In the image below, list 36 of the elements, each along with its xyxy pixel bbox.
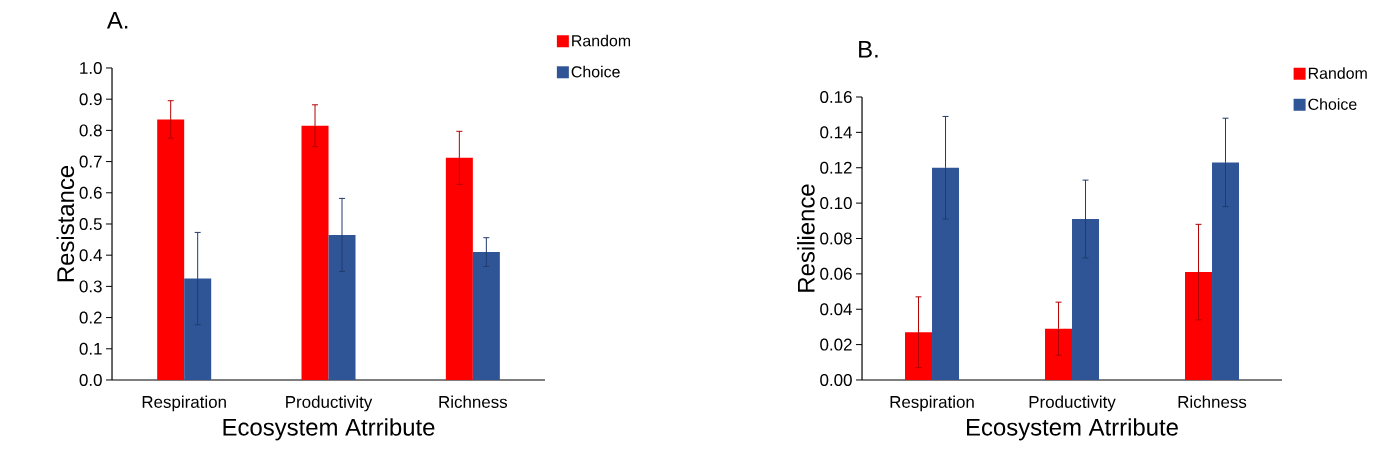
y-tick-label: 1.0 bbox=[80, 61, 102, 74]
legend-label: Choice bbox=[1308, 98, 1357, 110]
y-tick-label: 0.10 bbox=[820, 197, 852, 210]
y-tick-label: 0.00 bbox=[820, 373, 852, 386]
chart-title: B. bbox=[859, 41, 878, 58]
chart-title: A. bbox=[106, 12, 128, 29]
y-tick-label: 0.12 bbox=[820, 161, 852, 174]
y-tick-label: 0.16 bbox=[820, 90, 852, 103]
y-tick-label: 0.6 bbox=[79, 186, 102, 199]
y-tick-label: 0.8 bbox=[79, 124, 102, 137]
y-tick-label: 0.9 bbox=[79, 93, 102, 106]
y-tick-label: 0.02 bbox=[820, 338, 852, 351]
y-tick-label: 0.4 bbox=[79, 249, 102, 262]
y-tick-label: 0.2 bbox=[79, 311, 102, 324]
y-tick-label: 0.06 bbox=[820, 267, 852, 280]
legend-label: Choice bbox=[571, 65, 620, 78]
legend-label: Random bbox=[1308, 67, 1367, 79]
y-tick-label: 0.1 bbox=[79, 342, 102, 355]
x-tick-label: Productivity bbox=[1029, 395, 1116, 412]
x-tick-label: Productivity bbox=[286, 395, 373, 412]
y-axis-title: Resilience bbox=[797, 184, 815, 292]
x-tick-label: Respiration bbox=[890, 395, 974, 412]
y-tick-label: 0.3 bbox=[79, 280, 102, 293]
x-tick-label: Richness bbox=[439, 395, 508, 408]
x-axis-title: Ecosystem Atrribute bbox=[223, 418, 435, 441]
y-tick-label: 0.14 bbox=[820, 126, 852, 139]
y-tick-label: 0.5 bbox=[79, 217, 102, 230]
x-tick-label: Richness bbox=[1178, 395, 1247, 408]
y-tick-label: 0.04 bbox=[820, 303, 852, 316]
x-tick-label: Respiration bbox=[142, 395, 226, 412]
legend-label: Random bbox=[572, 34, 631, 47]
y-axis-title: Resistance bbox=[56, 165, 75, 282]
x-axis-title: Ecosystem Atrribute bbox=[967, 418, 1178, 441]
y-tick-label: 0.0 bbox=[79, 373, 102, 386]
y-tick-label: 0.08 bbox=[820, 232, 852, 245]
y-tick-label: 0.7 bbox=[79, 155, 102, 168]
